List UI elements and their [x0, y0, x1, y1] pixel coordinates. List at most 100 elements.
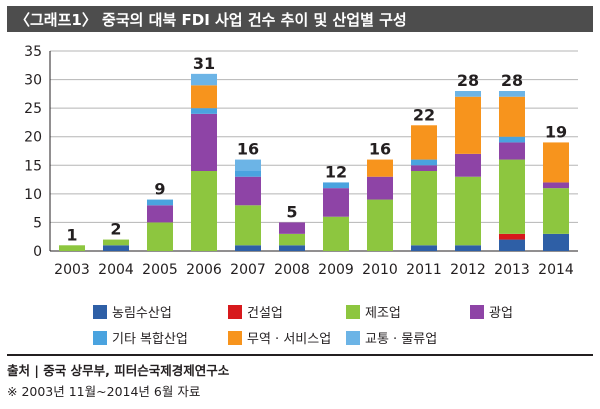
bar-segment-2006-trade	[191, 85, 217, 109]
legend-item-transport: 교통 · 물류업	[346, 328, 438, 347]
total-label-2005: 9	[154, 180, 165, 199]
bar-segment-2008-mining	[279, 222, 305, 234]
legend-swatch-other	[93, 331, 107, 345]
legend-label-mining: 광업	[489, 306, 513, 321]
bar-segment-2014-trade	[543, 142, 569, 183]
legend-label-transport: 교통 · 물류업	[365, 332, 438, 347]
total-label-2003: 1	[66, 225, 77, 244]
legend-swatch-manufacturing	[346, 305, 360, 319]
total-label-2010: 16	[369, 140, 391, 159]
bar-segment-2013-manufacturing	[499, 159, 525, 234]
bar-segment-2012-transport	[455, 91, 481, 97]
bar-segment-2009-mining	[323, 188, 349, 217]
legend: 농림수산업 건설업 제조업 광업 기타 복합산업 무역 · 서비스업 교통 · …	[0, 298, 600, 352]
note-text: ※ 2003년 11월~2014년 6월 자료	[7, 384, 201, 399]
x-tick-label-2007: 2007	[230, 262, 266, 278]
bar-segment-2012-trade	[455, 96, 481, 154]
x-tick-label-2003: 2003	[54, 262, 90, 278]
bar-segment-2006-other	[191, 108, 217, 114]
legend-label-construction: 건설업	[247, 306, 283, 321]
bar-segment-2013-other	[499, 136, 525, 143]
y-tick-label-20: 20	[24, 130, 42, 146]
bar-segment-2005-manufacturing	[147, 222, 173, 251]
legend-label-agri: 농림수산업	[112, 306, 172, 321]
bar-segment-2005-other	[147, 199, 173, 206]
bar-segment-2006-transport	[191, 73, 217, 86]
bar-segment-2011-agri	[411, 245, 437, 251]
x-tick-label-2010: 2010	[362, 262, 398, 278]
bar-segment-2009-other	[323, 182, 349, 189]
bar-segment-2013-transport	[499, 91, 525, 97]
legend-item-agri: 농림수산업	[93, 302, 172, 321]
legend-label-trade: 무역 · 서비스업	[247, 332, 332, 347]
y-tick-label-25: 25	[24, 101, 42, 117]
total-label-2004: 2	[110, 220, 121, 239]
legend-item-other: 기타 복합산업	[93, 328, 188, 347]
x-tick-label-2006: 2006	[186, 262, 222, 278]
legend-item-construction: 건설업	[228, 302, 283, 321]
bar-segment-2007-manufacturing	[235, 205, 261, 246]
bar-segment-2011-mining	[411, 165, 437, 171]
x-tick-label-2008: 2008	[274, 262, 310, 278]
bar-segment-2014-agri	[543, 233, 569, 251]
bar-segment-2012-mining	[455, 153, 481, 177]
legend-swatch-trade	[228, 331, 242, 345]
bar-segment-2007-transport	[235, 159, 261, 171]
bar-segment-2005-mining	[147, 205, 173, 223]
total-label-2013: 28	[501, 71, 523, 90]
bar-segment-2004-agri	[103, 245, 129, 251]
legend-item-manufacturing: 제조업	[346, 302, 401, 321]
legend-label-other: 기타 복합산업	[112, 332, 188, 347]
x-tick-label-2005: 2005	[142, 262, 178, 278]
total-label-2011: 22	[413, 105, 435, 124]
total-label-2008: 5	[286, 202, 297, 221]
y-tick-label-35: 35	[24, 44, 42, 60]
bar-segment-2007-other	[235, 171, 261, 177]
bar-segment-2008-agri	[279, 245, 305, 251]
bar-segment-2013-trade	[499, 96, 525, 137]
x-tick-label-2013: 2013	[494, 262, 530, 278]
bar-segment-2006-mining	[191, 113, 217, 171]
bar-segment-2010-trade	[367, 159, 393, 177]
bar-segment-2003-manufacturing	[59, 245, 85, 251]
y-tick-label-15: 15	[24, 158, 42, 174]
bar-segment-2013-agri	[499, 239, 525, 251]
bar-segment-2010-manufacturing	[367, 199, 393, 251]
bar-segment-2012-agri	[455, 245, 481, 251]
bar-segment-2010-mining	[367, 176, 393, 200]
bar-segment-2011-trade	[411, 125, 437, 160]
bar-segment-2013-mining	[499, 142, 525, 160]
bar-segment-2007-agri	[235, 245, 261, 251]
chart-title-bar: 〈그래프1〉 중국의 대북 FDI 사업 건수 추이 및 산업별 구성	[7, 6, 593, 32]
bar-segment-2009-manufacturing	[323, 216, 349, 251]
bar-segment-2011-other	[411, 159, 437, 166]
legend-swatch-construction	[228, 305, 242, 319]
x-tick-label-2009: 2009	[318, 262, 354, 278]
total-label-2007: 16	[237, 140, 259, 159]
stacked-bar-chart: 0 5 10 15 20 25 30 35 1 2003 2 2004 9 2005 31 2006 16 200…	[24, 44, 578, 278]
total-label-2012: 28	[457, 71, 479, 90]
x-tick-label-2004: 2004	[98, 262, 134, 278]
legend-swatch-transport	[346, 331, 360, 345]
legend-item-mining: 광업	[470, 302, 513, 321]
total-label-2006: 31	[193, 54, 215, 73]
bar-segment-2013-construction	[499, 233, 525, 240]
source-text: 출처 | 중국 상무부, 피터슨국제경제연구소	[7, 363, 230, 378]
chart-title: 〈그래프1〉 중국의 대북 FDI 사업 건수 추이 및 산업별 구성	[15, 11, 407, 29]
total-label-2014: 19	[545, 122, 567, 141]
x-tick-label-2012: 2012	[450, 262, 486, 278]
y-tick-label-5: 5	[33, 215, 42, 231]
x-tick-label-2011: 2011	[406, 262, 442, 278]
legend-swatch-mining	[470, 305, 484, 319]
bar-segment-2006-manufacturing	[191, 171, 217, 251]
bar-segment-2012-manufacturing	[455, 176, 481, 246]
y-tick-label-10: 10	[24, 187, 42, 203]
bar-segment-2007-mining	[235, 176, 261, 206]
footer-divider	[7, 354, 593, 356]
y-tick-label-30: 30	[24, 73, 42, 89]
bar-segment-2004-manufacturing	[103, 239, 129, 246]
legend-label-manufacturing: 제조업	[365, 306, 401, 321]
legend-swatch-agri	[93, 305, 107, 319]
bar-segment-2014-mining	[543, 182, 569, 189]
legend-item-trade: 무역 · 서비스업	[228, 328, 332, 347]
